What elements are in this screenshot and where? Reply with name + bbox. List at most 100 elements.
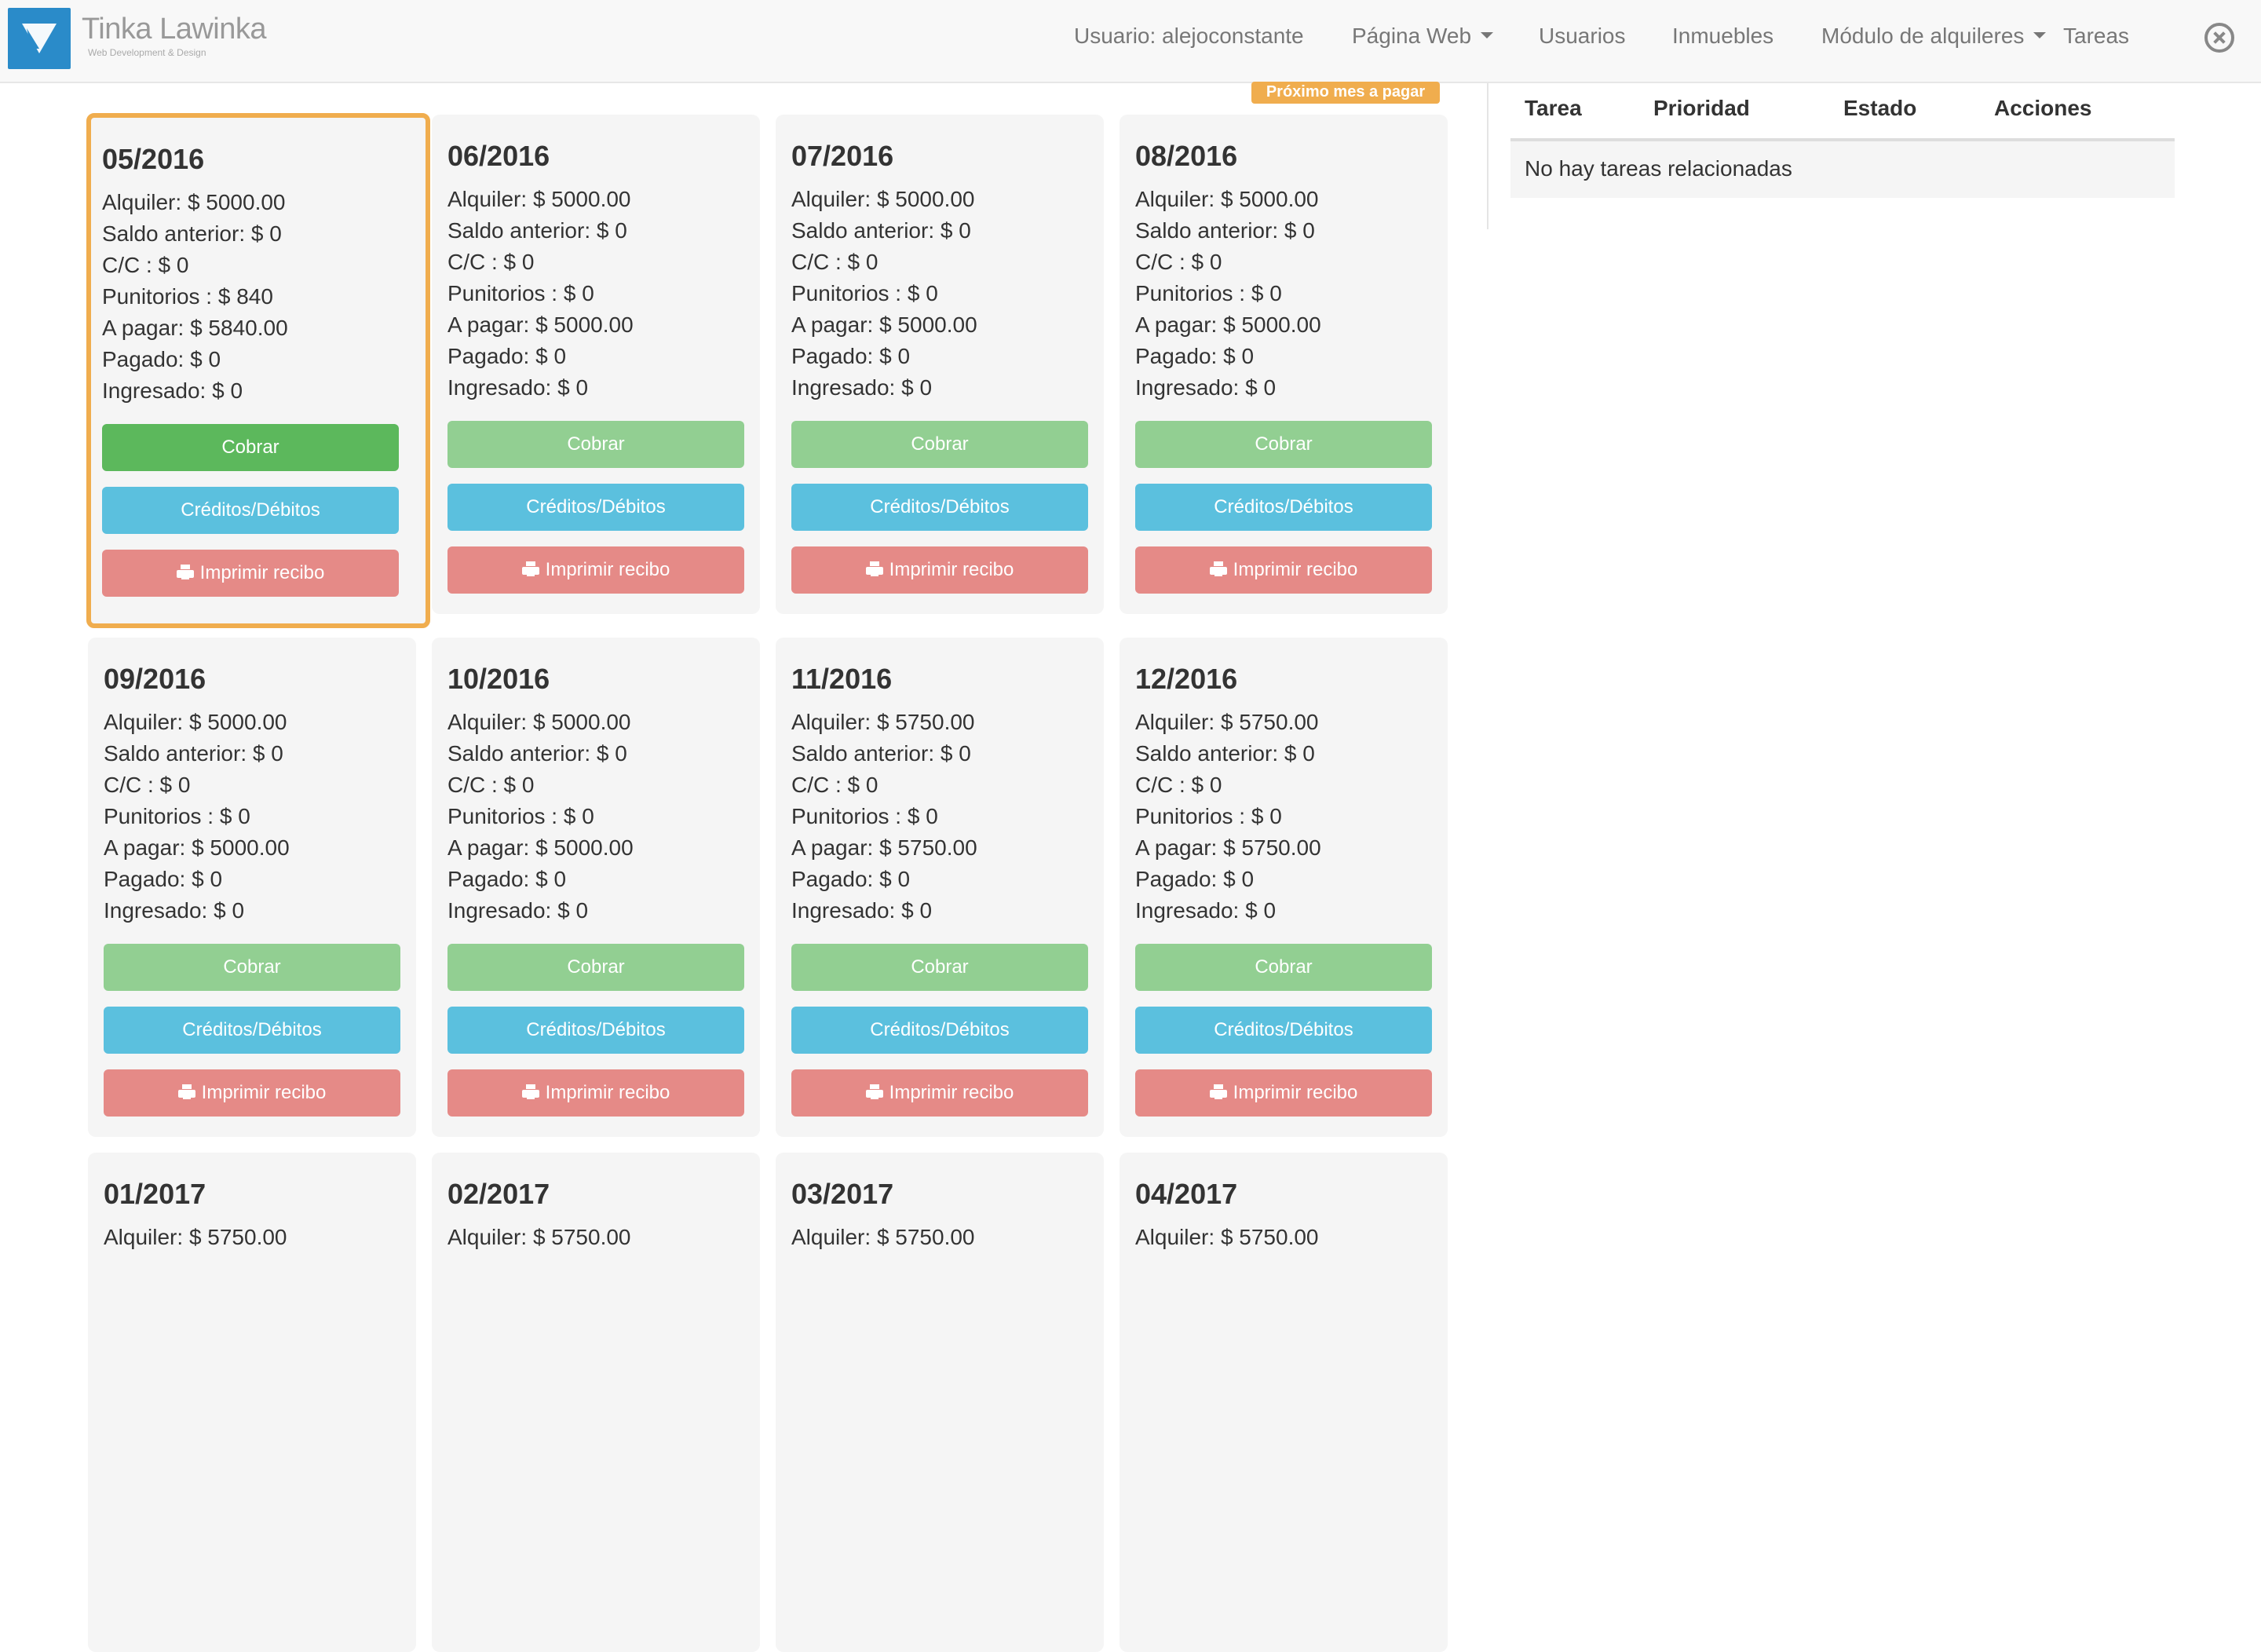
cobrar-button[interactable]: Cobrar [447,944,744,991]
nav-pagina-web[interactable]: Página Web [1352,24,1494,49]
card-detail-line: Ingresado: $ 0 [791,898,933,923]
card-detail-line: Pagado: $ 0 [104,867,223,891]
card-detail-line: A pagar: $ 5750.00 [791,835,977,860]
card-details: Alquiler: $ 5000.00 Saldo anterior: $ 0 C/… [447,707,744,927]
card-detail-line: Alquiler: $ 5000.00 [791,187,975,211]
imprimir-recibo-button[interactable]: Imprimir recibo [447,1069,744,1117]
card-detail-line: Ingresado: $ 0 [1135,898,1277,923]
month-card: 08/2016 Alquiler: $ 5000.00 Saldo anterior… [1120,115,1448,614]
brand-tagline: Web Development & Design [88,47,206,58]
month-card: 03/2017 Alquiler: $ 5750.00 [776,1153,1104,1652]
card-detail-line: Pagado: $ 0 [447,344,567,368]
card-detail-line: Saldo anterior: $ 0 [447,741,627,766]
card-detail-line: Alquiler: $ 5000.00 [102,190,286,214]
card-detail-line: Alquiler: $ 5000.00 [1135,187,1319,211]
month-card: 04/2017 Alquiler: $ 5750.00 [1120,1153,1448,1652]
printer-paper-icon [869,1094,879,1100]
card-detail-line: Punitorios : $ 0 [447,804,594,828]
cobrar-button[interactable]: Cobrar [1135,944,1432,991]
creditos-debitos-button[interactable]: Créditos/Débitos [791,484,1088,531]
card-detail-line: C/C : $ 0 [1135,250,1222,274]
brand-name[interactable]: Tinka Lawinka [82,13,267,46]
card-detail-line: C/C : $ 0 [1135,773,1222,797]
printer-icon [176,565,194,580]
month-card: 11/2016 Alquiler: $ 5750.00 Saldo anterior… [776,638,1104,1137]
nav-inmuebles-label: Inmuebles [1672,24,1774,48]
printer-icon [521,561,539,577]
imprimir-recibo-button[interactable]: Imprimir recibo [104,1069,400,1117]
printer-icon [865,1084,883,1100]
card-details: Alquiler: $ 5000.00 Saldo anterior: $ 0 C/… [447,184,744,404]
card-period-title: 11/2016 [791,663,893,695]
month-card: 01/2017 Alquiler: $ 5750.00 [88,1153,416,1652]
next-month-badge: Próximo mes a pagar [1251,82,1440,104]
imprimir-recibo-label: Imprimir recibo [199,562,325,583]
nav-user[interactable]: Usuario: alejoconstante [1074,24,1304,49]
card-period-title: 09/2016 [104,663,206,695]
nav-inmuebles[interactable]: Inmuebles [1672,24,1773,49]
nav-modulo-alquileres[interactable]: Módulo de alquileres [1821,24,2047,49]
card-detail-line: A pagar: $ 5840.00 [102,316,288,340]
card-detail-line: Punitorios : $ 0 [1135,804,1282,828]
imprimir-recibo-button[interactable]: Imprimir recibo [791,546,1088,594]
printer-icon [1209,1084,1227,1100]
card-detail-line: Saldo anterior: $ 0 [1135,741,1315,766]
creditos-debitos-button[interactable]: Créditos/Débitos [447,1007,744,1054]
cobrar-button[interactable]: Cobrar [447,421,744,468]
creditos-debitos-button[interactable]: Créditos/Débitos [791,1007,1088,1054]
card-detail-line: C/C : $ 0 [102,253,189,277]
nav-usuarios[interactable]: Usuarios [1539,24,1625,49]
th-acciones: Acciones [1994,96,2092,120]
card-detail-line: Ingresado: $ 0 [102,378,243,403]
cobrar-button[interactable]: Cobrar [102,424,399,471]
imprimir-recibo-button[interactable]: Imprimir recibo [1135,1069,1432,1117]
close-circle-icon[interactable] [2204,23,2234,53]
imprimir-recibo-button[interactable]: Imprimir recibo [102,550,399,597]
printer-paper-icon [525,1094,535,1100]
card-details: Alquiler: $ 5000.00 Saldo anterior: $ 0 C/… [791,184,1088,404]
nav-tareas[interactable]: Tareas [2063,24,2129,49]
printer-paper-icon [181,1094,192,1100]
printer-icon [521,1084,539,1100]
card-details: Alquiler: $ 5750.00 [1135,1222,1432,1253]
cobrar-button[interactable]: Cobrar [104,944,400,991]
imprimir-recibo-button[interactable]: Imprimir recibo [447,546,744,594]
card-detail-line: Punitorios : $ 0 [1135,281,1282,305]
caret-down-icon [2033,31,2047,38]
printer-paper-icon [525,571,535,577]
card-details: Alquiler: $ 5000.00 Saldo anterior: $ 0 C/… [1135,184,1432,404]
nav-usuarios-label: Usuarios [1539,24,1626,48]
creditos-debitos-button[interactable]: Créditos/Débitos [447,484,744,531]
creditos-debitos-button[interactable]: Créditos/Débitos [1135,1007,1432,1054]
creditos-debitos-button[interactable]: Créditos/Débitos [1135,484,1432,531]
printer-paper-icon [869,571,879,577]
card-period-title: 10/2016 [447,663,550,695]
card-detail-line: C/C : $ 0 [104,773,191,797]
card-detail-line: Alquiler: $ 5750.00 [1135,710,1319,734]
brand-logo-icon[interactable] [8,8,71,69]
card-detail-line: Ingresado: $ 0 [791,375,933,400]
printer-icon [1209,561,1227,577]
card-detail-line: Alquiler: $ 5000.00 [447,187,631,211]
imprimir-recibo-button[interactable]: Imprimir recibo [791,1069,1088,1117]
month-card: 02/2017 Alquiler: $ 5750.00 [432,1153,760,1652]
card-detail-line: Pagado: $ 0 [791,867,911,891]
cobrar-button[interactable]: Cobrar [791,944,1088,991]
creditos-debitos-button[interactable]: Créditos/Débitos [102,487,399,534]
card-detail-line: Punitorios : $ 0 [104,804,250,828]
card-detail-line: Saldo anterior: $ 0 [791,218,971,243]
card-period-title: 02/2017 [447,1178,550,1210]
cobrar-button[interactable]: Cobrar [791,421,1088,468]
card-detail-line: Alquiler: $ 5750.00 [791,710,975,734]
creditos-debitos-button[interactable]: Créditos/Débitos [104,1007,400,1054]
printer-icon [865,561,883,577]
card-detail-line: Punitorios : $ 0 [791,804,938,828]
card-details: Alquiler: $ 5750.00 [791,1222,1088,1253]
cobrar-button[interactable]: Cobrar [1135,421,1432,468]
imprimir-recibo-button[interactable]: Imprimir recibo [1135,546,1432,594]
imprimir-recibo-label: Imprimir recibo [1233,1082,1358,1103]
card-detail-line: Alquiler: $ 5750.00 [104,1225,287,1249]
printer-paper-icon [1213,1094,1223,1100]
imprimir-recibo-label: Imprimir recibo [545,559,670,580]
card-detail-line: Saldo anterior: $ 0 [102,221,282,246]
